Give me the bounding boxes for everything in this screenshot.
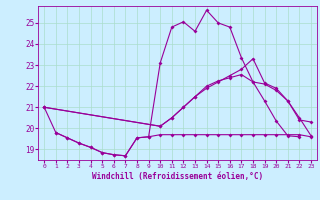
X-axis label: Windchill (Refroidissement éolien,°C): Windchill (Refroidissement éolien,°C) — [92, 172, 263, 181]
